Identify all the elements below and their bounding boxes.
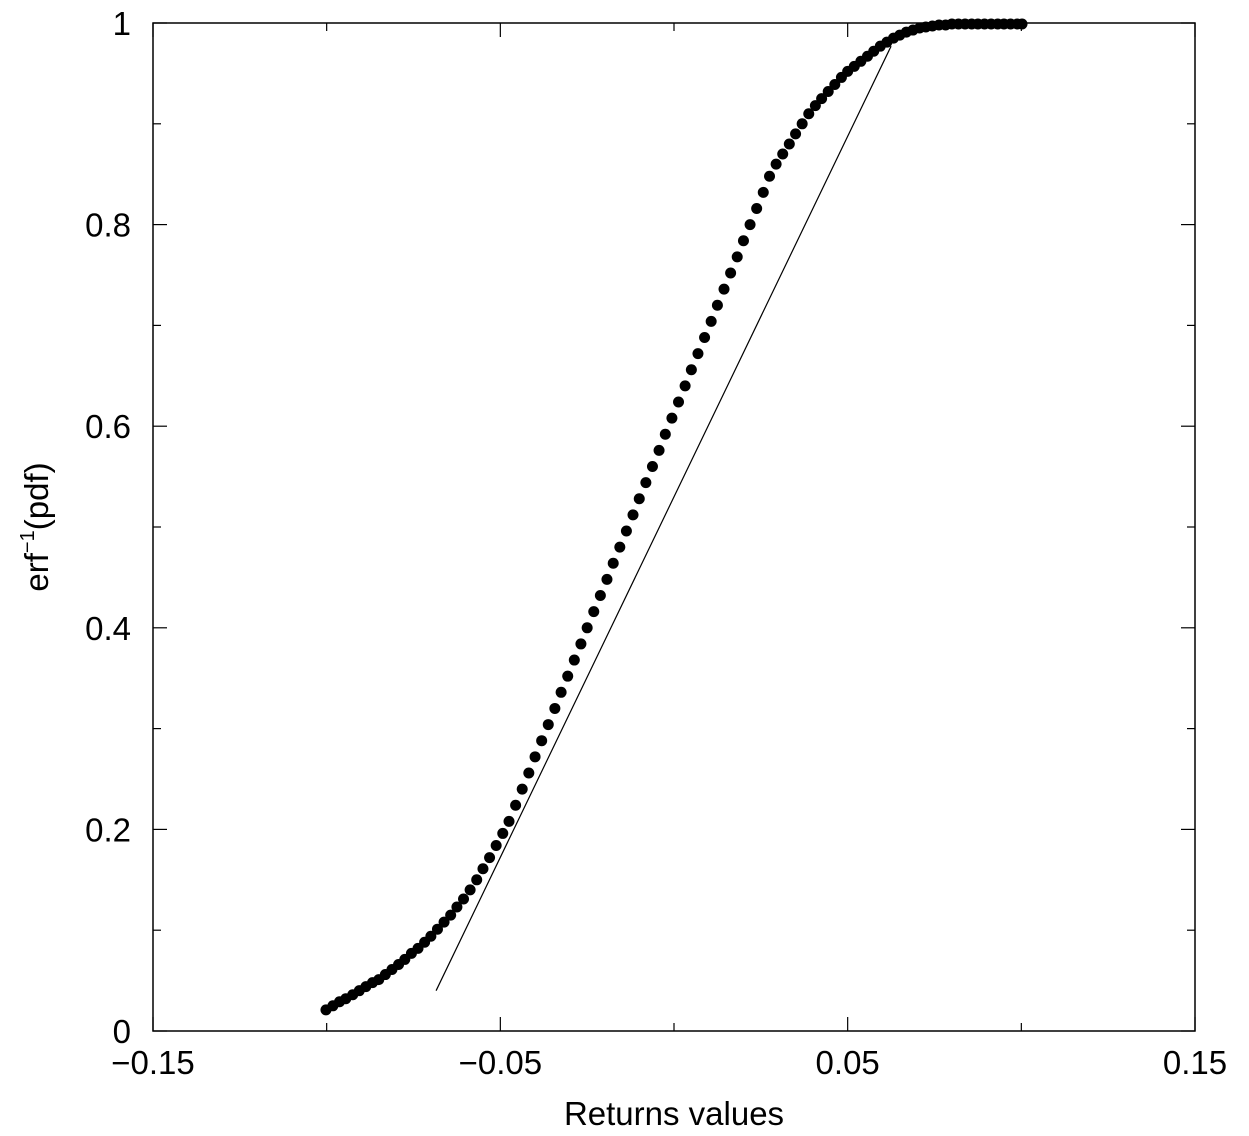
data-point — [679, 380, 691, 392]
data-point — [620, 525, 632, 537]
y-axis-label: erf−1(pdf) — [17, 462, 55, 591]
data-point — [744, 219, 756, 231]
data-point — [627, 509, 639, 521]
data-point — [562, 670, 574, 682]
y-tick-labels: 0 0.2 0.4 0.6 0.8 1 — [85, 5, 131, 1050]
data-point — [711, 299, 723, 311]
y-axis-label-tail: (pdf) — [18, 462, 55, 530]
data-point — [646, 461, 658, 473]
y-tick-label: 0.2 — [85, 811, 131, 848]
data-point — [601, 573, 613, 585]
data-point — [484, 852, 496, 864]
x-tick-labels: −0.15 −0.05 0.05 0.15 — [111, 1044, 1227, 1081]
data-point — [581, 622, 593, 634]
x-tick-label: −0.05 — [459, 1044, 543, 1081]
data-point — [751, 202, 763, 214]
data-point — [438, 916, 450, 928]
data-point — [764, 170, 776, 182]
data-point — [640, 477, 652, 489]
data-point — [757, 186, 769, 198]
y-tick-label: 0 — [113, 1013, 131, 1050]
data-point — [816, 93, 828, 105]
data-point — [503, 815, 515, 827]
data-point — [431, 923, 443, 935]
data-point — [471, 874, 483, 886]
data-point — [790, 128, 802, 140]
y-tick-label: 0.6 — [85, 408, 131, 445]
y-axis-label-superscript: −1 — [17, 530, 39, 553]
data-point — [614, 541, 626, 553]
data-point — [464, 884, 476, 896]
data-point — [458, 893, 470, 905]
ticks — [152, 22, 1196, 1032]
data-point — [653, 444, 665, 456]
data-point — [445, 909, 457, 921]
data-point — [536, 735, 548, 747]
data-point — [607, 557, 619, 569]
x-axis-label: Returns values — [564, 1095, 784, 1132]
data-point — [770, 158, 782, 170]
x-tick-label: 0.15 — [1163, 1044, 1227, 1081]
data-point — [725, 267, 737, 279]
data-point — [425, 930, 437, 942]
data-point — [783, 138, 795, 150]
data-point — [451, 901, 463, 913]
axis-frame — [152, 22, 1196, 1032]
data-point — [685, 364, 697, 376]
data-point — [633, 493, 645, 505]
data-point — [718, 283, 730, 295]
data-point — [1016, 18, 1028, 30]
data-point — [594, 590, 606, 602]
data-point — [699, 331, 711, 343]
plot-area — [152, 18, 1196, 1032]
y-tick-label: 0.4 — [85, 610, 131, 647]
data-point — [568, 654, 580, 666]
y-tick-label: 1 — [113, 5, 131, 42]
data-point — [549, 702, 561, 714]
data-point — [659, 428, 671, 440]
data-point — [796, 118, 808, 130]
data-point — [529, 751, 541, 763]
y-tick-label: 0.8 — [85, 207, 131, 244]
data-point — [555, 686, 567, 698]
data-point — [822, 86, 834, 98]
data-point — [673, 396, 685, 408]
data-point — [497, 827, 509, 839]
data-point — [588, 606, 600, 618]
data-point — [516, 783, 528, 795]
data-point — [731, 251, 743, 263]
data-point — [692, 348, 704, 360]
x-tick-label: −0.15 — [111, 1044, 195, 1081]
data-point — [490, 840, 502, 852]
data-point — [575, 638, 587, 650]
data-point — [809, 100, 821, 112]
data-point — [705, 315, 717, 327]
fit-line — [435, 45, 892, 991]
data-point — [666, 412, 678, 424]
data-point — [477, 863, 489, 875]
data-point — [510, 799, 522, 811]
data-point — [777, 148, 789, 160]
data-point — [829, 78, 841, 90]
data-points — [320, 18, 1028, 1016]
data-point — [803, 108, 815, 120]
data-point — [542, 719, 554, 731]
data-point — [523, 767, 535, 779]
y-axis-label-main: erf — [18, 552, 55, 591]
data-point — [737, 235, 749, 247]
x-tick-label: 0.05 — [816, 1044, 880, 1081]
